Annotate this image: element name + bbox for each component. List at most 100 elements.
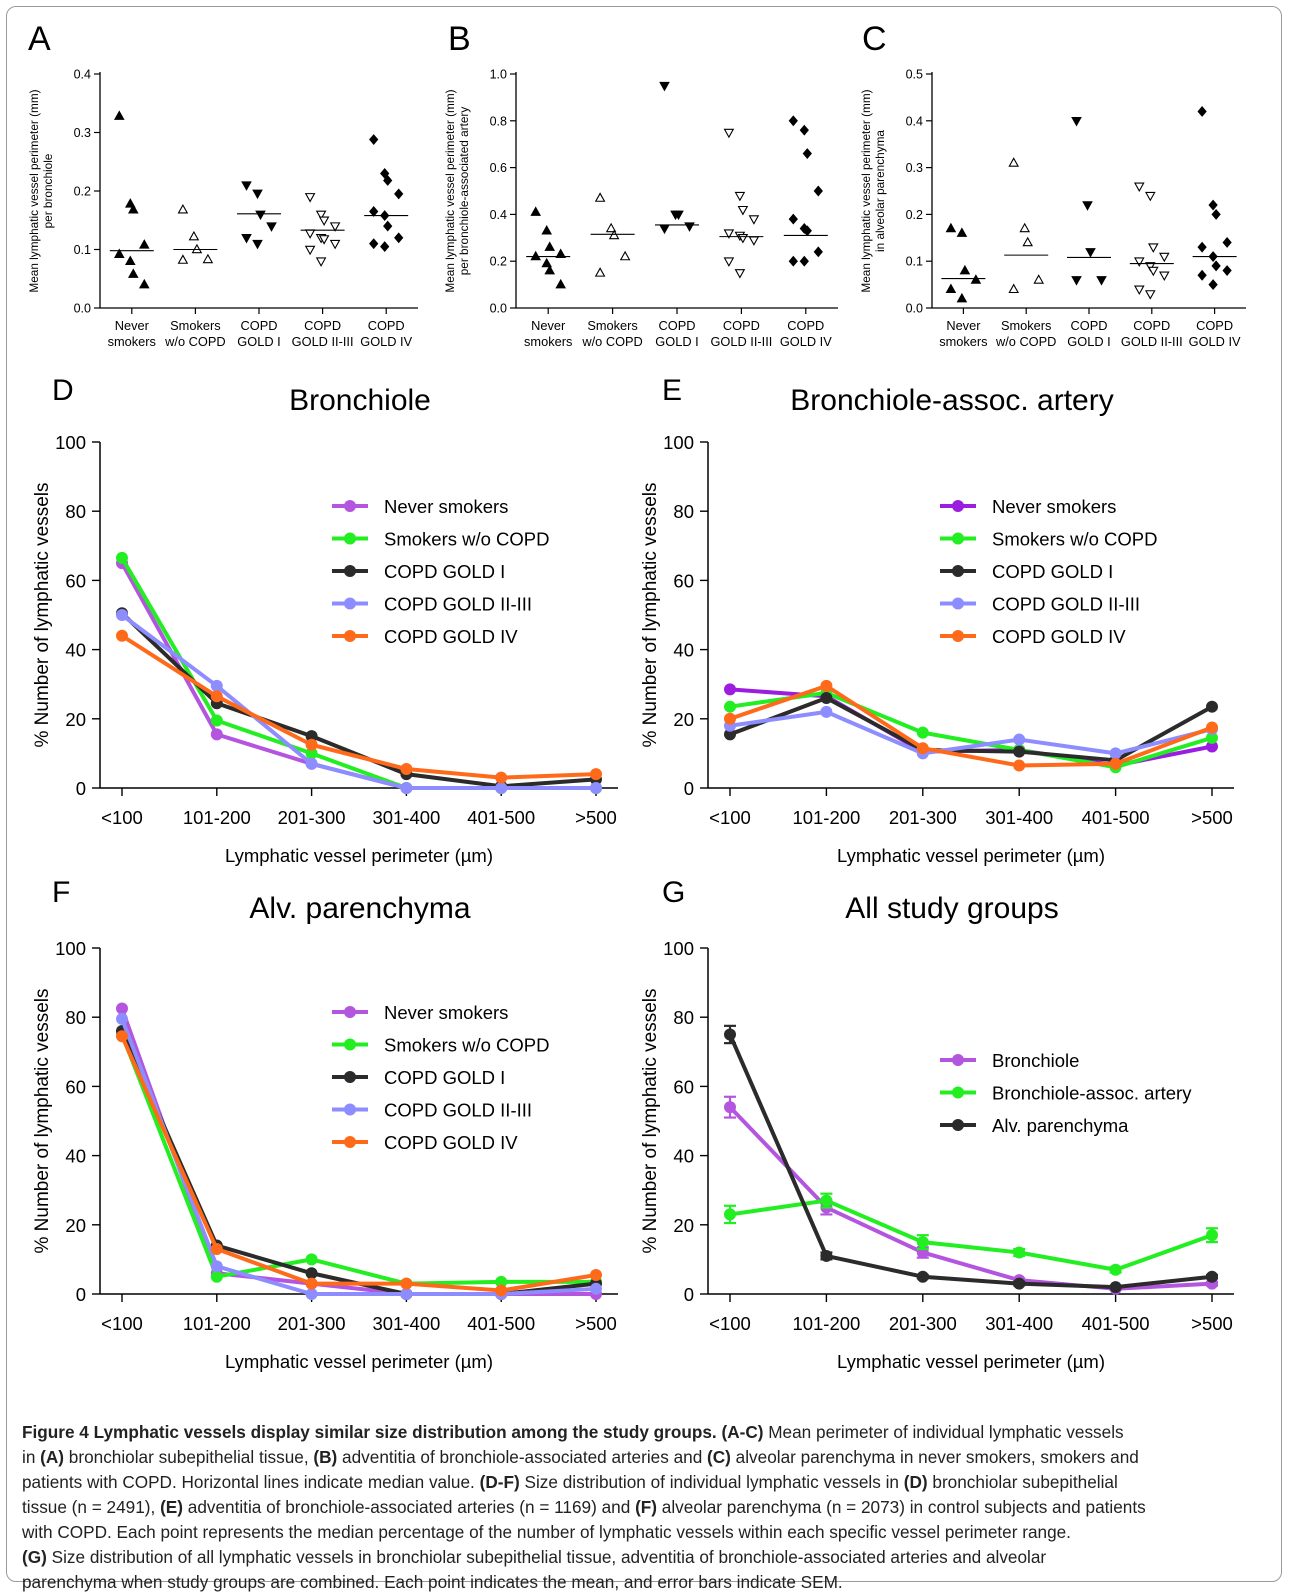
legend-swatch-marker bbox=[344, 500, 356, 512]
data-point bbox=[594, 192, 606, 202]
panel-letter: A bbox=[28, 20, 51, 58]
legend-label: COPD GOLD I bbox=[384, 561, 505, 582]
data-point bbox=[369, 134, 379, 145]
chart-title: Bronchiole bbox=[289, 384, 431, 417]
data-point bbox=[210, 728, 223, 741]
data-point bbox=[1109, 1281, 1122, 1294]
legend-swatch-marker bbox=[344, 1071, 356, 1083]
data-point bbox=[1033, 274, 1045, 284]
x-category-label-line: COPD bbox=[787, 318, 824, 333]
data-point bbox=[1071, 117, 1082, 127]
scatter-group-4 bbox=[1129, 182, 1174, 300]
data-point bbox=[734, 191, 746, 202]
legend-label: Bronchiole bbox=[992, 1050, 1079, 1071]
x-tick-label: 401-500 bbox=[1082, 1313, 1150, 1334]
y-tick-label: 0.4 bbox=[490, 208, 507, 222]
y-axis-label: % Number of lymphatic vessels bbox=[640, 988, 661, 1253]
data-point bbox=[124, 198, 136, 208]
data-point bbox=[329, 222, 341, 232]
scatter-group-3 bbox=[1067, 117, 1111, 286]
x-tick-label: >500 bbox=[1191, 1313, 1233, 1334]
data-point bbox=[116, 629, 128, 642]
x-category-label-line: COPD bbox=[659, 318, 696, 333]
y-tick-label: 60 bbox=[673, 1076, 694, 1097]
data-point bbox=[820, 1249, 833, 1262]
y-tick-label: 60 bbox=[673, 570, 694, 591]
caption-text: in bbox=[22, 1447, 41, 1467]
x-category-label: COPD GOLD IV bbox=[780, 318, 832, 349]
series-4 bbox=[116, 1012, 602, 1300]
x-category-label-line: COPD bbox=[1071, 318, 1108, 333]
scatter-group-5 bbox=[1192, 105, 1237, 291]
data-point bbox=[820, 705, 833, 718]
data-point bbox=[202, 253, 214, 264]
data-point bbox=[1222, 237, 1232, 248]
x-category-label-line: GOLD II-III bbox=[710, 334, 772, 349]
data-point bbox=[305, 747, 318, 760]
data-point bbox=[1013, 733, 1026, 746]
legend-swatch-marker bbox=[344, 630, 356, 642]
x-category-label: COPD GOLD I bbox=[1067, 318, 1110, 349]
data-point bbox=[138, 278, 150, 289]
data-point bbox=[315, 257, 327, 267]
data-point bbox=[400, 1288, 413, 1300]
caption-text: adventitia of bronchiole-associated arte… bbox=[337, 1447, 708, 1467]
panel-g: G All study groups 0 20 40 60 80 100 <100 101-200… bbox=[640, 876, 1234, 1372]
panel-letter: D bbox=[52, 374, 74, 407]
data-point bbox=[1147, 243, 1159, 253]
data-point bbox=[945, 283, 957, 294]
caption-text: Size distribution of individual lymphati… bbox=[519, 1472, 904, 1492]
series-line bbox=[729, 1198, 1213, 1272]
data-point bbox=[590, 782, 602, 794]
data-point bbox=[124, 255, 136, 265]
x-category-label: Smokers w/o COPD bbox=[581, 318, 642, 349]
y-tick-label: 0.2 bbox=[906, 208, 923, 222]
panel-letter: F bbox=[52, 876, 70, 909]
caption-text: Mean perimeter of individual lymphatic v… bbox=[763, 1422, 1124, 1442]
data-point bbox=[1211, 260, 1221, 272]
legend-label: COPD GOLD I bbox=[992, 561, 1113, 582]
data-point bbox=[1096, 276, 1107, 286]
caption-panel-ref: (F) bbox=[635, 1497, 658, 1517]
legend-swatch-marker bbox=[344, 1038, 356, 1051]
scatter-group-5 bbox=[783, 115, 828, 267]
data-point bbox=[724, 728, 736, 741]
y-tick-label: 40 bbox=[65, 1146, 86, 1167]
series-line bbox=[120, 1030, 597, 1296]
x-tick-label: 301-400 bbox=[372, 807, 440, 828]
y-tick-label: 100 bbox=[663, 938, 694, 959]
chart-title: Bronchiole-assoc. artery bbox=[790, 384, 1113, 417]
data-point bbox=[724, 683, 736, 696]
y-tick-label: 0.8 bbox=[490, 114, 507, 128]
data-point bbox=[495, 1275, 508, 1288]
data-point bbox=[605, 222, 617, 233]
y-axis-label-line: per bronchiole-associated artery bbox=[457, 107, 471, 276]
data-point bbox=[315, 210, 327, 221]
y-axis-label: Mean lymphatic vessel perimeter (mm)per … bbox=[27, 89, 55, 292]
legend-swatch-marker bbox=[952, 630, 964, 642]
data-point bbox=[724, 1101, 736, 1114]
data-point bbox=[916, 742, 929, 755]
legend-label: COPD GOLD IV bbox=[384, 626, 518, 647]
series-line bbox=[728, 1033, 1213, 1290]
y-tick-label: 60 bbox=[65, 1076, 86, 1097]
data-point bbox=[127, 203, 139, 214]
legend-label: COPD GOLD II-III bbox=[384, 594, 532, 615]
x-tick-label: 201-300 bbox=[278, 1313, 346, 1334]
scatter-group-4 bbox=[300, 193, 345, 267]
data-point bbox=[945, 222, 957, 233]
data-point bbox=[369, 206, 379, 217]
y-tick-label: 80 bbox=[65, 1007, 86, 1028]
data-point bbox=[530, 250, 542, 261]
x-category-label: COPD GOLD II-III bbox=[710, 318, 772, 349]
data-point bbox=[210, 1270, 223, 1283]
data-point bbox=[1019, 222, 1031, 233]
y-tick-label: 0.1 bbox=[906, 255, 923, 269]
panel-a: A 0.0 0.1 0.2 0.3 0.4 Never smokers Smokers w/o C… bbox=[27, 20, 418, 349]
y-axis-label: Mean lymphatic vessel perimeter (mm)per … bbox=[443, 89, 471, 292]
panel-c: C 0.0 0.1 0.2 0.3 0.4 0.5 Never smokers Smokers w/… bbox=[859, 20, 1246, 349]
data-point bbox=[252, 239, 263, 250]
data-point bbox=[1144, 290, 1156, 300]
data-point bbox=[255, 210, 266, 221]
x-category-label: Smokers w/o COPD bbox=[164, 318, 225, 349]
